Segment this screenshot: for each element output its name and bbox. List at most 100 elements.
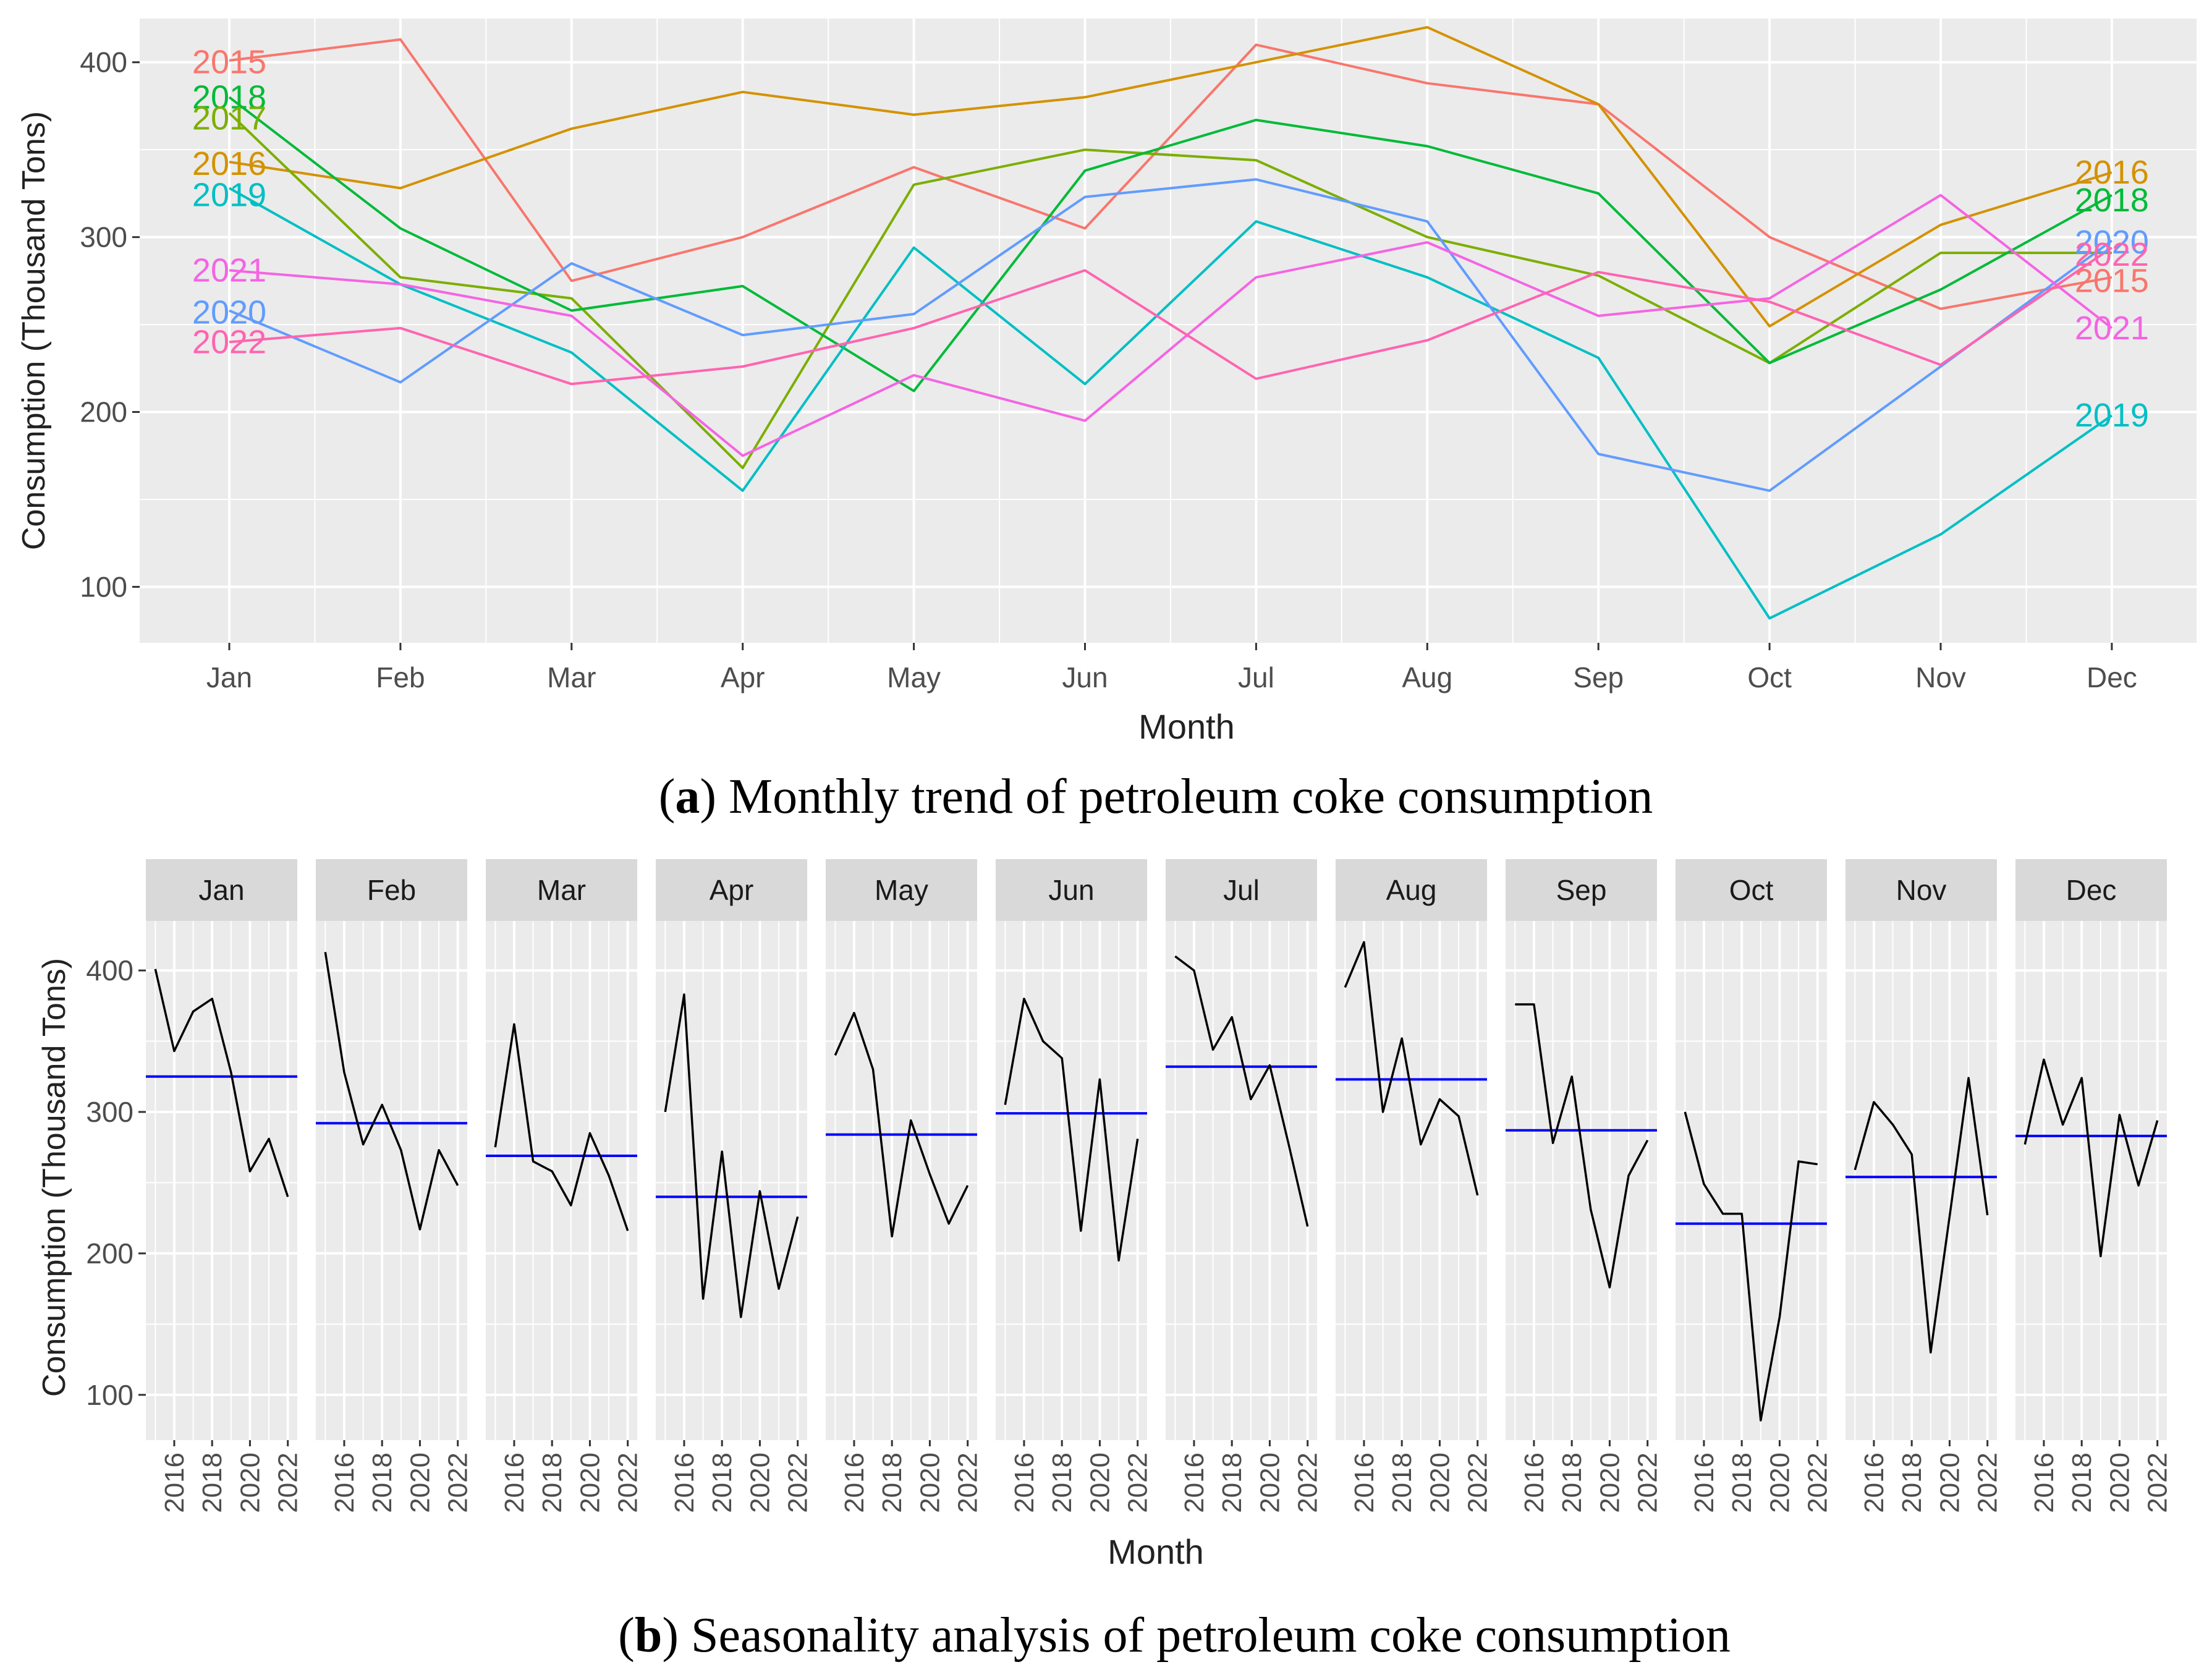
consumption-line	[154, 969, 289, 1197]
panel-a-gridlines	[140, 19, 2197, 643]
series-line-2019	[229, 187, 2113, 620]
series-label-left-2017: 2017	[192, 100, 266, 137]
facet-plot-background	[1336, 921, 1487, 1440]
x-tick-label: Jan	[206, 661, 252, 693]
facet-strip	[2015, 859, 2167, 921]
x-tick-label: May	[887, 661, 941, 693]
series-label-left-2018: 2018	[192, 78, 266, 116]
facet-sep: Sep 2016 2018 2020 2022	[1506, 859, 1663, 1513]
facet-jul: Jul 2016 2018 2020 2022	[1166, 859, 1323, 1513]
x-tick-label: 2022	[273, 1452, 303, 1513]
facet-strip-label: Feb	[367, 874, 416, 906]
facet-may: May 2016 2018 2020 2022	[826, 859, 983, 1513]
x-tick-label: Nov	[1915, 661, 1966, 693]
facet-strip-label: Jul	[1223, 874, 1260, 906]
facet-plot-background	[1676, 921, 1827, 1440]
facet-strip	[316, 859, 467, 921]
facet-plot-background	[996, 921, 1147, 1440]
x-tick-label: 2022	[953, 1452, 983, 1513]
x-tick-label: 2018	[537, 1452, 567, 1513]
x-tick-label: 2018	[197, 1452, 227, 1513]
x-tick-label: 2018	[367, 1452, 397, 1513]
facet-plot-background	[146, 921, 297, 1440]
consumption-line	[1004, 998, 1139, 1262]
x-tick-label: Oct	[1747, 661, 1792, 693]
panel-b-y-ticks: 100 200 300 400	[86, 954, 146, 1411]
facet-plot-background	[486, 921, 637, 1440]
panel-a-title: Monthly trend of petroleum coke consumpt…	[729, 770, 1653, 824]
facet-apr: Apr 2016 2018 2020 2022	[656, 859, 813, 1513]
panel-b-y-axis-label: Consumption (Thousand Tons)	[36, 958, 72, 1397]
x-tick-label: 2016	[2029, 1452, 2059, 1513]
x-tick-label: 2020	[1425, 1452, 1455, 1513]
series-label-left-2019: 2019	[192, 177, 266, 214]
facet-plot-background	[1845, 921, 1997, 1440]
x-tick-label: Jul	[1238, 661, 1274, 693]
consumption-line	[1684, 1111, 1818, 1422]
x-tick-label: 2020	[235, 1452, 265, 1513]
consumption-line	[664, 993, 799, 1318]
x-tick-label: 2022	[1973, 1452, 2003, 1513]
facet-strip	[1506, 859, 1657, 921]
series-label-left-2020: 2020	[192, 294, 266, 331]
x-tick-label: Apr	[721, 661, 765, 693]
facet-strip-label: Oct	[1729, 874, 1774, 906]
facet-jun: Jun 2016 2018 2020 2022	[996, 859, 1153, 1513]
series-line-2017	[228, 112, 2112, 470]
panel-a-x-ticks: Jan Feb Mar Apr May Jun Jul Aug Sep Oct Nov Dec	[206, 643, 2137, 693]
facet-strip-label: Nov	[1896, 874, 1947, 906]
series-label-right-2016: 2016	[2075, 154, 2149, 191]
panel-a-monthly-trend: 100 200 300 400 Jan Feb Mar Apr May Jun Jul Aug Sep…	[16, 19, 2197, 824]
facet-nov: Nov 2016 2018 2020 2022	[1845, 859, 2003, 1513]
series-label-left-2022: 2022	[192, 323, 266, 360]
panel-b-title: Seasonality analysis of petroleum coke c…	[691, 1608, 1731, 1663]
series-label-right-2015: 2015	[2075, 262, 2149, 299]
x-tick-label: 2020	[405, 1452, 435, 1513]
x-tick-label: 2016	[499, 1452, 530, 1513]
x-tick-label: 2016	[1519, 1452, 1549, 1513]
panel-b-label: b	[635, 1608, 663, 1663]
y-tick-label: 400	[86, 954, 133, 986]
x-tick-label: 2022	[1123, 1452, 1153, 1513]
facet-strip-label: Jun	[1048, 874, 1094, 906]
series-line-2021	[229, 193, 2113, 457]
facet-aug: Aug 2016 2018 2020 2022	[1336, 859, 1493, 1513]
x-tick-label: 2018	[877, 1452, 907, 1513]
x-tick-label: 2020	[915, 1452, 945, 1513]
x-tick-label: Dec	[2087, 661, 2137, 693]
x-tick-label: 2018	[707, 1452, 737, 1513]
facet-strip	[826, 859, 977, 921]
panel-b-x-axis-label: Month	[1108, 1532, 1204, 1571]
series-label-right-2022: 2022	[2075, 236, 2149, 273]
x-tick-label: 2018	[1217, 1452, 1247, 1513]
y-tick-label: 400	[80, 46, 127, 78]
x-tick-label: 2022	[1633, 1452, 1663, 1513]
facet-oct: Oct 2016 2018 2020 2022	[1676, 859, 1833, 1513]
panel-a-y-ticks: 100 200 300 400	[80, 46, 140, 603]
facet-plot-background	[1506, 921, 1657, 1440]
x-tick-label: 2018	[1557, 1452, 1587, 1513]
facet-strip	[1336, 859, 1487, 921]
x-tick-label: Jun	[1062, 661, 1108, 693]
facet-strip-label: Apr	[710, 874, 754, 906]
series-label-right-2020: 2020	[2075, 224, 2149, 261]
consumption-line	[1854, 1077, 1989, 1354]
x-tick-label: 2022	[1293, 1452, 1323, 1513]
y-tick-label: 300	[80, 221, 127, 253]
x-tick-label: 2016	[839, 1452, 870, 1513]
series-label-left-2015: 2015	[192, 44, 266, 81]
panel-a-series-labels: 2015201820172016201920212020202220162018…	[192, 44, 2149, 434]
x-tick-label: 2016	[1859, 1452, 1889, 1513]
x-tick-label: 2018	[1727, 1452, 1757, 1513]
x-tick-label: 2018	[1047, 1452, 1077, 1513]
x-tick-label: Sep	[1573, 661, 1624, 693]
facet-strip	[1845, 859, 1997, 921]
consumption-line	[1174, 955, 1309, 1227]
panel-a-x-axis-label: Month	[1138, 707, 1235, 746]
facet-mar: Mar 2016 2018 2020 2022	[486, 859, 643, 1513]
panel-a-plot-background	[140, 19, 2197, 643]
panel-a-series-lines	[228, 26, 2113, 620]
